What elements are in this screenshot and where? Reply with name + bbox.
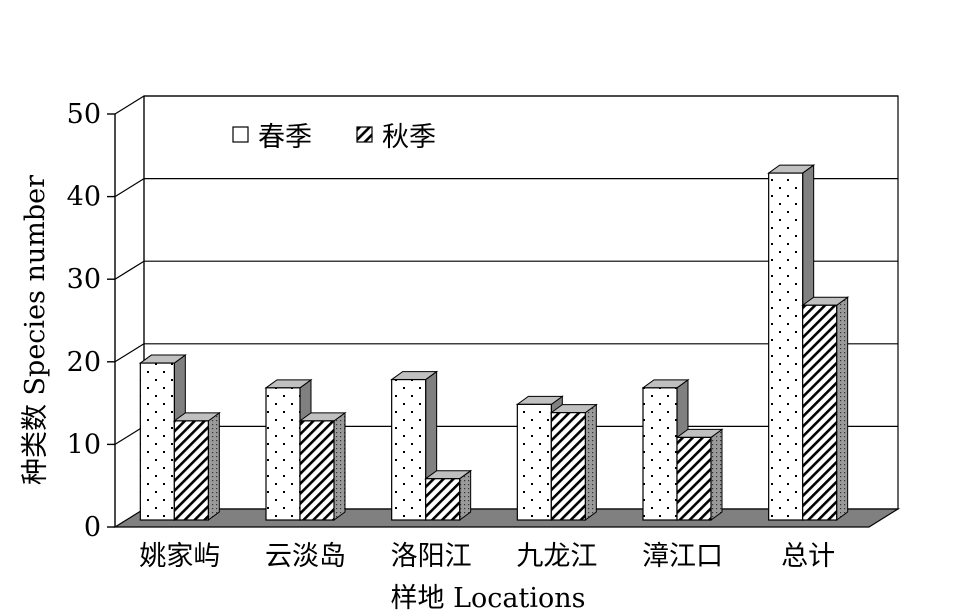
gridline-side (114, 178, 145, 198)
gridline-side (114, 95, 145, 115)
x-tick-label: 姚家屿 (139, 541, 220, 572)
bar (424, 469, 473, 521)
legend-swatch-spring (232, 126, 249, 143)
x-tick-label: 洛阳江 (391, 541, 472, 572)
bar (172, 411, 221, 521)
bar-side (710, 428, 723, 521)
y-axis-title: 种类数 Species number (20, 175, 51, 485)
bar-front (550, 412, 586, 521)
y-axis: 0 10 20 30 40 50 (67, 96, 145, 543)
gridline-side (114, 425, 145, 445)
bar-front (642, 387, 678, 521)
bar-side (584, 403, 597, 521)
bar-side (333, 411, 346, 521)
legend-item-autumn: 秋季 (356, 122, 436, 153)
legend: 春季 秋季 (232, 122, 436, 153)
x-axis-title: 样地 Locations (391, 583, 586, 613)
gridline-side (114, 343, 145, 363)
bar-front (173, 420, 209, 521)
x-tick-label: 九龙江 (516, 541, 597, 572)
y-tick-label: 30 (67, 264, 101, 295)
x-tick-label: 云淡岛 (265, 541, 346, 572)
bars (138, 164, 850, 521)
bar-side (836, 296, 849, 521)
bar-front (768, 172, 804, 521)
bar (298, 411, 347, 521)
bar-side (207, 411, 220, 521)
bar (641, 378, 690, 521)
bar-front (425, 478, 461, 521)
x-tick-label: 总计 (781, 541, 835, 572)
gridline-side (114, 260, 145, 280)
bar (801, 296, 850, 521)
y-tick-label: 40 (67, 182, 101, 213)
y-tick-label: 20 (67, 347, 101, 378)
x-tick-label: 漳江口 (642, 541, 723, 572)
y-tick-label: 10 (67, 429, 101, 460)
bar-front (139, 362, 175, 521)
legend-label-spring: 春季 (258, 122, 312, 153)
bar (675, 428, 724, 521)
legend-item-spring: 春季 (232, 122, 312, 153)
legend-label-autumn: 秋季 (382, 122, 436, 153)
bar-front (299, 420, 335, 521)
bar-front (265, 387, 301, 521)
bar-front (676, 436, 712, 521)
bar-front (391, 378, 427, 521)
x-axis-labels: 姚家屿 云淡岛 洛阳江 九龙江 漳江口 总计 (139, 541, 835, 572)
bar-front (802, 304, 838, 521)
legend-swatch-autumn (356, 126, 373, 143)
y-tick-label: 0 (84, 512, 101, 543)
bar (264, 378, 313, 521)
bar-front (516, 403, 552, 521)
bar (549, 403, 598, 521)
y-tick-label: 50 (67, 99, 101, 130)
